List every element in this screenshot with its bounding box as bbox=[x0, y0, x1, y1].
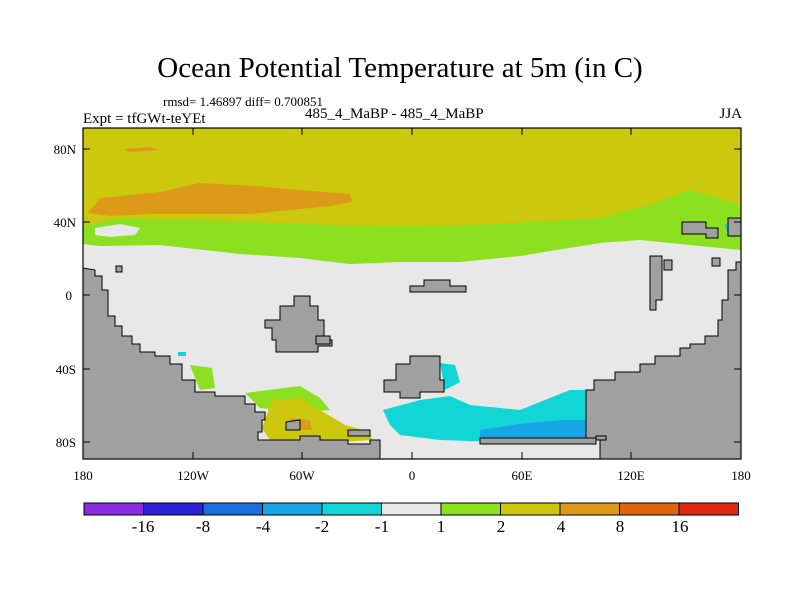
warm-band-mid bbox=[83, 190, 741, 264]
land-islet-b bbox=[711, 257, 721, 267]
colorbar-label: 16 bbox=[672, 517, 689, 536]
land-eastern-coast bbox=[649, 255, 663, 311]
x-tick-label: 0 bbox=[409, 468, 416, 483]
season-label: JJA bbox=[719, 106, 742, 122]
colorbar-swatch bbox=[83, 502, 144, 516]
y-tick-label: 80N bbox=[54, 142, 77, 157]
colorbar-label: 1 bbox=[437, 517, 446, 536]
warm-patch-orange bbox=[88, 183, 352, 216]
colorbar-swatch bbox=[619, 502, 680, 516]
stats-label: rmsd= 1.46897 diff= 0.700851 bbox=[163, 94, 323, 109]
land-northeast-block bbox=[681, 221, 719, 239]
colorbar-label: -2 bbox=[315, 517, 329, 536]
axis-ticks bbox=[82, 128, 742, 459]
y-tick-label: 40N bbox=[54, 215, 77, 230]
colorbar-label: 8 bbox=[616, 517, 625, 536]
cool-speck bbox=[178, 352, 186, 356]
x-tick-label: 60E bbox=[512, 468, 533, 483]
x-tick-label: 120E bbox=[617, 468, 645, 483]
land-central-islet bbox=[315, 335, 331, 345]
cool-patch-indian bbox=[440, 363, 460, 390]
x-tick-label: 180 bbox=[731, 468, 751, 483]
runs-label: 485_4_MaBP - 485_4_MaBP bbox=[305, 106, 484, 122]
x-tick-label: 60W bbox=[289, 468, 315, 483]
colorbar-label: -8 bbox=[196, 517, 210, 536]
colorbar-label: 4 bbox=[557, 517, 566, 536]
land-islet-a bbox=[663, 259, 673, 271]
colorbar-swatch bbox=[202, 502, 263, 516]
x-tick-label: 120W bbox=[177, 468, 210, 483]
land-equatorial-islet bbox=[409, 279, 467, 293]
land-northeast-islet bbox=[727, 217, 741, 237]
colorbar-swatch bbox=[381, 502, 442, 516]
warm-patch-south-3 bbox=[262, 398, 372, 442]
colorbar-swatch bbox=[500, 502, 561, 516]
colorbar-label: -1 bbox=[375, 517, 389, 536]
colorbar-label: -4 bbox=[256, 517, 271, 536]
y-tick-label: 0 bbox=[66, 288, 73, 303]
colorbar-swatch bbox=[559, 502, 620, 516]
land-islet-c bbox=[115, 265, 123, 273]
colorbar-swatch bbox=[262, 502, 323, 516]
y-tick-label: 80S bbox=[56, 435, 76, 450]
map-title: Ocean Potential Temperature at 5m (in C) bbox=[157, 52, 643, 84]
colorbar-swatch bbox=[143, 502, 204, 516]
land-africa-antarctica bbox=[585, 261, 741, 459]
colorbar-label: -16 bbox=[132, 517, 155, 536]
y-tick-label: 40S bbox=[56, 362, 76, 377]
cool-patch-deep bbox=[480, 420, 595, 442]
colorbar-swatch bbox=[440, 502, 501, 516]
land-antarctic-coast bbox=[347, 429, 371, 437]
neutral-notch bbox=[95, 224, 140, 237]
land-southern-island bbox=[383, 355, 445, 399]
land-masses bbox=[83, 217, 741, 459]
colorbar-label: 2 bbox=[497, 517, 506, 536]
colorbar-swatch bbox=[678, 502, 739, 516]
x-tick-label: 180 bbox=[73, 468, 93, 483]
warm-patch-south-1 bbox=[190, 365, 215, 390]
map-plot-area bbox=[83, 128, 741, 459]
colorbar-swatch bbox=[321, 502, 382, 516]
experiment-label: Expt = tfGWt-teYEt bbox=[83, 111, 206, 127]
land-deep-south-strip bbox=[479, 437, 597, 445]
colorbar bbox=[83, 502, 739, 516]
land-south-america-patch bbox=[285, 419, 301, 431]
land-islet-d bbox=[595, 435, 607, 441]
land-americas-west bbox=[83, 267, 381, 459]
warm-streak-orange bbox=[124, 147, 160, 152]
